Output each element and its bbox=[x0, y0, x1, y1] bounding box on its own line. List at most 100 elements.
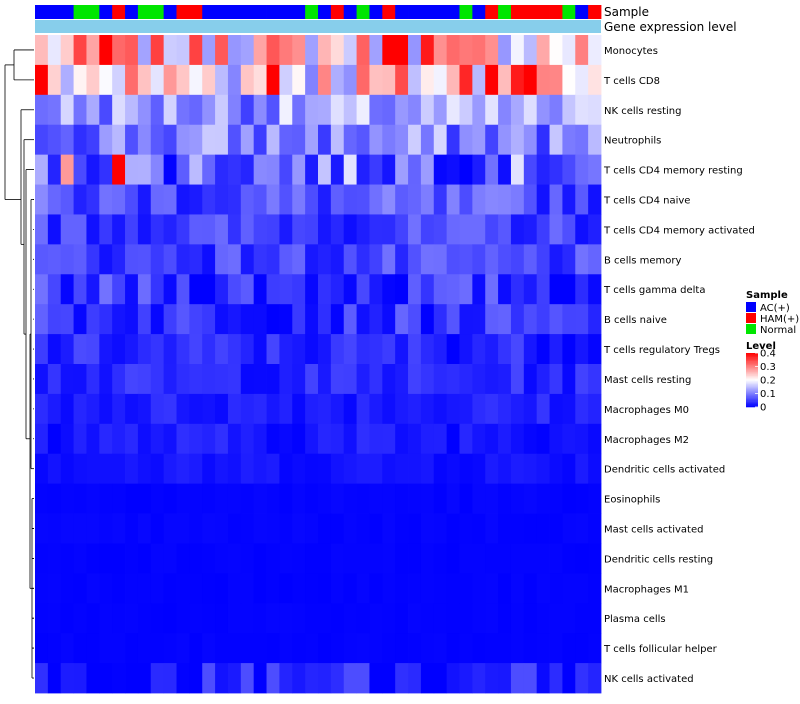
heatmap-cell bbox=[60, 274, 74, 305]
heatmap-cell bbox=[382, 184, 396, 215]
heatmap-cell bbox=[588, 124, 602, 156]
heatmap-cell bbox=[408, 124, 422, 156]
heatmap-cells bbox=[35, 35, 602, 694]
heatmap-cell bbox=[369, 364, 383, 395]
heatmap-cell bbox=[562, 603, 576, 634]
heatmap-cell bbox=[330, 274, 345, 305]
row-label: Monocytes bbox=[604, 46, 658, 57]
heatmap-cell bbox=[369, 35, 383, 66]
heatmap-cell bbox=[99, 154, 113, 185]
heatmap-cell bbox=[189, 244, 203, 275]
heatmap-cell bbox=[382, 274, 396, 305]
heatmap-cell bbox=[536, 124, 550, 156]
heatmap-cell bbox=[318, 663, 332, 694]
sample-annotation-cell bbox=[215, 5, 229, 19]
heatmap-cell bbox=[202, 124, 216, 156]
heatmap-cell bbox=[395, 364, 409, 395]
heatmap-cell bbox=[35, 513, 49, 544]
heatmap-cell bbox=[343, 483, 357, 514]
heatmap-cell bbox=[588, 393, 602, 425]
heatmap-cell bbox=[73, 124, 87, 156]
heatmap-cell bbox=[408, 154, 422, 185]
heatmap-cell bbox=[137, 214, 152, 245]
heatmap-cell bbox=[343, 543, 357, 574]
heatmap-cell bbox=[86, 124, 100, 156]
heatmap-cell bbox=[446, 423, 460, 455]
heatmap-cell bbox=[343, 124, 357, 156]
heatmap-cell bbox=[202, 274, 216, 305]
heatmap-cell bbox=[549, 334, 563, 365]
heatmap-cell bbox=[150, 214, 165, 245]
heatmap-cell bbox=[588, 274, 602, 305]
heatmap-cell bbox=[60, 483, 74, 514]
heatmap-cell bbox=[549, 154, 563, 185]
legend-gradient-step bbox=[746, 400, 758, 402]
legend-tick-label: 0.2 bbox=[760, 376, 776, 387]
heatmap-cell bbox=[536, 483, 550, 514]
row-label: Macrophages M1 bbox=[604, 584, 689, 595]
heatmap-cell bbox=[408, 244, 422, 275]
heatmap-cell bbox=[240, 244, 255, 275]
heatmap-cell bbox=[472, 633, 486, 664]
heatmap-cell bbox=[485, 274, 499, 305]
heatmap-cell bbox=[163, 35, 177, 66]
heatmap-cell bbox=[588, 94, 602, 126]
heatmap-cell bbox=[318, 304, 332, 335]
heatmap-cell bbox=[99, 513, 113, 544]
heatmap-cell bbox=[536, 64, 550, 96]
heatmap-cell bbox=[588, 423, 602, 455]
heatmap-cell bbox=[536, 35, 550, 66]
heatmap-cell bbox=[562, 94, 576, 126]
heatmap-cell bbox=[35, 364, 49, 395]
heatmap-cell bbox=[163, 214, 177, 245]
heatmap-cell bbox=[150, 154, 165, 185]
heatmap-cell bbox=[575, 274, 589, 305]
sample-annotation-cell bbox=[446, 5, 460, 19]
heatmap-cell bbox=[343, 64, 357, 96]
heatmap-cell bbox=[47, 543, 62, 574]
heatmap-cell bbox=[575, 513, 589, 544]
heatmap-cell bbox=[137, 603, 152, 634]
heatmap-cell bbox=[588, 513, 602, 544]
heatmap-cell bbox=[356, 35, 370, 66]
heatmap-cell bbox=[125, 334, 139, 365]
heatmap-cell bbox=[356, 214, 370, 245]
heatmap-cell bbox=[318, 483, 332, 514]
heatmap-cell bbox=[176, 214, 190, 245]
heatmap-cell bbox=[202, 543, 216, 574]
heatmap-cell bbox=[150, 184, 165, 215]
heatmap-cell bbox=[433, 154, 448, 185]
heatmap-cell bbox=[498, 334, 512, 365]
heatmap-cell bbox=[202, 423, 216, 455]
heatmap-cell bbox=[125, 94, 139, 126]
heatmap-cell bbox=[549, 633, 563, 664]
heatmap-cell bbox=[510, 543, 525, 574]
legend-title-sample: Sample bbox=[746, 290, 788, 301]
heatmap-cell bbox=[382, 663, 396, 694]
heatmap-cell bbox=[137, 64, 152, 96]
heatmap-cell bbox=[279, 663, 293, 694]
heatmap-cell bbox=[408, 304, 422, 335]
heatmap-cell bbox=[395, 274, 409, 305]
heatmap-cell bbox=[215, 124, 229, 156]
heatmap-cell bbox=[279, 453, 293, 485]
heatmap-cell bbox=[318, 513, 332, 544]
heatmap-cell bbox=[240, 393, 255, 425]
heatmap-cell bbox=[536, 423, 550, 455]
heatmap-cell bbox=[305, 244, 319, 275]
heatmap-cell bbox=[60, 393, 74, 425]
heatmap-cell bbox=[112, 393, 126, 425]
heatmap-cell bbox=[279, 513, 293, 544]
heatmap-cell bbox=[446, 35, 460, 66]
heatmap-cell bbox=[408, 393, 422, 425]
sample-annotation-cell bbox=[176, 5, 190, 19]
heatmap-cell bbox=[112, 184, 126, 215]
legend-gradient-step bbox=[746, 397, 758, 400]
heatmap-cell bbox=[408, 334, 422, 365]
heatmap-cell bbox=[510, 423, 525, 455]
heatmap-cell bbox=[498, 453, 512, 485]
heatmap-cell bbox=[356, 124, 370, 156]
sample-annotation-cell bbox=[227, 5, 242, 19]
heatmap-cell bbox=[356, 573, 370, 604]
heatmap-cell bbox=[150, 633, 165, 664]
